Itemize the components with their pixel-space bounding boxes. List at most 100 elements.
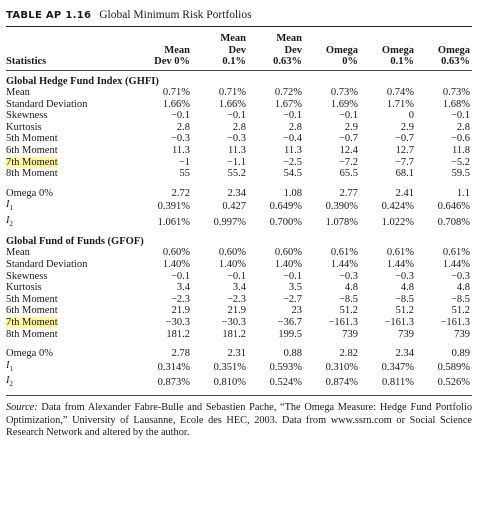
table-row: I2 0.873% 0.810% 0.524% 0.874% 0.811% 0.526% (6, 375, 472, 391)
table-cell: −1.1 (226, 156, 246, 168)
table-cell: −0.3 (450, 270, 470, 282)
table-cell: 4.8 (344, 282, 358, 294)
table-header: Statistics Mean Dev 0% Mean Dev 0.1% Mean De… (6, 27, 472, 71)
table-cell: 2.41 (395, 187, 414, 199)
table-cell: 1.40% (274, 259, 302, 270)
table-cell: 0.61% (442, 247, 470, 259)
table-cell: 0.310% (325, 361, 358, 373)
table-cell: 0.873% (157, 377, 190, 389)
table-cell: 0.88 (283, 348, 302, 360)
table-cell: 0.390% (325, 201, 358, 213)
section-title: Global Hedge Fund Index (GHFI) (6, 75, 159, 87)
table-cell: 51.2 (339, 305, 358, 317)
column-header: Mean Dev 0% (154, 44, 190, 68)
table-cell: 51.2 (395, 305, 414, 317)
table-cell: 0.811% (382, 377, 414, 389)
table-cell: 3.4 (232, 282, 246, 294)
table-cell: −161.3 (328, 316, 358, 328)
section-title: Global Fund of Funds (GFOF) (6, 235, 144, 247)
table-row: 5th Moment −0.3 −0.3 −0.4 −0.7 −0.7 −0.6 (6, 133, 472, 145)
table-row: I1 0.391% 0.427 0.649% 0.390% 0.424% 0.646% (6, 199, 472, 215)
table-cell: −0.1 (226, 110, 246, 122)
column-header: Omega 0% (325, 44, 358, 68)
bottom-rule (6, 395, 472, 397)
table-cell: 0.60% (162, 247, 190, 259)
row-label: 5th Moment (6, 133, 58, 145)
table-title: TABLE AP 1.16 Global Minimum Risk Portfo… (6, 4, 472, 26)
table-cell: 51.2 (451, 305, 470, 317)
table-cell: −5.2 (450, 156, 470, 168)
table-cell: 2.31 (227, 348, 246, 360)
table-cell: 1.67% (274, 98, 302, 110)
row-label: I1 (6, 199, 13, 213)
table-cell: −30.3 (165, 316, 190, 328)
table-cell: −7.2 (338, 156, 358, 168)
table-cell: 2.34 (395, 348, 414, 360)
table-row: Skewness −0.1 −0.1 −0.1 −0.1 0 −0.1 (6, 110, 472, 122)
table-cell: 0.74% (386, 87, 414, 99)
section-header-row: Global Fund of Funds (GFOF) (6, 231, 472, 248)
table-cell: 2.8 (456, 121, 470, 133)
statistics-table: Statistics Mean Dev 0% Mean Dev 0.1% Mean De… (6, 27, 472, 391)
table-row: 6th Moment 11.3 11.3 11.3 12.4 12.7 11.8 (6, 145, 472, 157)
table-cell: 2.34 (227, 187, 246, 199)
table-cell: −161.3 (384, 316, 414, 328)
table-cell: −161.3 (440, 316, 470, 328)
table-cell: −7.7 (394, 156, 414, 168)
table-cell: 2.9 (400, 121, 414, 133)
table-cell: −0.3 (394, 270, 414, 282)
table-cell: −0.4 (282, 133, 302, 145)
row-label: 7th Moment (6, 316, 136, 329)
table-cell: −2.7 (282, 293, 302, 305)
table-row: 5th Moment −2.3 −2.3 −2.7 −8.5 −8.5 −8.5 (6, 294, 472, 306)
table-row: 8th Moment 181.2 181.2 199.5 739 739 739 (6, 329, 472, 341)
section-header-row: Global Hedge Fund Index (GHFI) (6, 71, 472, 88)
table-cell: 1.40% (218, 259, 246, 270)
row-label: 8th Moment (6, 328, 58, 340)
source-text: Data from Alexander Fabre-Bulle and Seba… (6, 402, 472, 439)
table-row: 6th Moment 21.9 21.9 23 51.2 51.2 51.2 (6, 305, 472, 317)
table-cell: 0.874% (325, 377, 358, 389)
table-cell: 11.3 (228, 145, 246, 157)
table-cell: −0.7 (338, 133, 358, 145)
table-cell: 0.646% (437, 201, 470, 213)
spacer-row (6, 180, 472, 188)
table-body: Global Hedge Fund Index (GHFI) Mean 0.71% 0… (6, 71, 472, 392)
table-cell: −2.3 (170, 293, 190, 305)
table-cell: 0.700% (269, 217, 302, 229)
table-row: 7th Moment −1 −1.1 −2.5 −7.2 −7.7 −5.2 (6, 156, 472, 169)
table-cell: 2.77 (339, 187, 358, 199)
table-cell: 1.078% (325, 217, 358, 229)
table-cell: −0.1 (450, 110, 470, 122)
table-cell: 0.347% (381, 361, 414, 373)
table-number: TABLE AP 1.16 (6, 9, 92, 21)
table-cell: 12.4 (339, 145, 358, 157)
table-cell: −0.1 (282, 270, 302, 282)
table-cell: 11.3 (284, 145, 302, 157)
table-cell: 0.427 (222, 201, 246, 213)
table-cell: 0.72% (274, 87, 302, 99)
table-cell: 4.8 (400, 282, 414, 294)
table-cell: 54.5 (283, 168, 302, 180)
table-cell: −2.3 (226, 293, 246, 305)
row-label: 8th Moment (6, 168, 58, 180)
table-caption: Global Minimum Risk Portfolios (99, 9, 252, 21)
table-row: Skewness −0.1 −0.1 −0.1 −0.3 −0.3 −0.3 (6, 271, 472, 283)
row-label: Omega 0% (6, 187, 53, 199)
table-cell: −0.1 (282, 110, 302, 122)
table-cell: 0.524% (269, 377, 302, 389)
row-label: Omega 0% (6, 348, 53, 360)
table-cell: 0 (408, 110, 414, 122)
table-cell: 1.40% (162, 259, 190, 270)
column-header: Mean Dev 0.63% (273, 33, 302, 67)
source-note: Source: Data from Alexander Fabre-Bulle … (6, 402, 472, 440)
table-cell: 181.2 (166, 328, 190, 340)
table-cell: 3.5 (288, 282, 302, 294)
table-cell: 1.66% (218, 98, 246, 110)
spacer-row (6, 340, 472, 348)
row-label: 7th Moment (6, 156, 136, 169)
table-cell: 0.60% (274, 247, 302, 259)
table-row: Standard Deviation 1.40% 1.40% 1.40% 1.44% 1.… (6, 259, 472, 271)
table-cell: 0.526% (437, 377, 470, 389)
table-row: Kurtosis 2.8 2.8 2.8 2.9 2.9 2.8 (6, 122, 472, 134)
